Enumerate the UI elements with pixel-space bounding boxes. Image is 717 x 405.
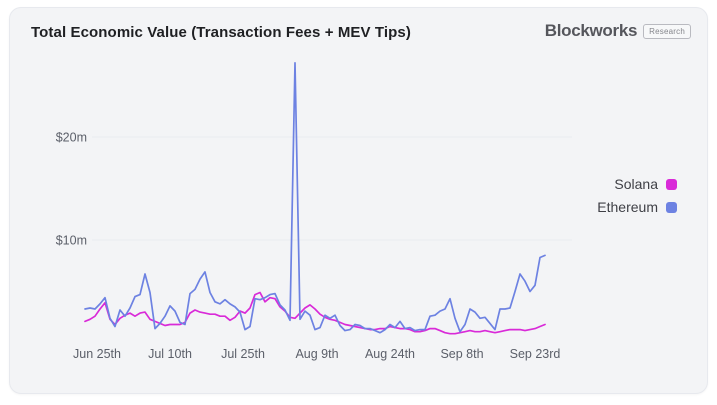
blockworks-logo: Blockworks Research bbox=[545, 21, 691, 41]
legend-item-ethereum[interactable]: Ethereum bbox=[597, 199, 677, 215]
x-axis-tick-label: Jun 25th bbox=[73, 347, 121, 361]
legend-label-ethereum: Ethereum bbox=[597, 199, 658, 215]
chart-card bbox=[9, 7, 708, 394]
x-axis-tick-label: Jul 10th bbox=[148, 347, 192, 361]
x-axis-tick-label: Aug 24th bbox=[365, 347, 415, 361]
research-badge: Research bbox=[643, 23, 691, 39]
y-axis-tick-label: $20m bbox=[56, 131, 87, 145]
chart-title: Total Economic Value (Transaction Fees +… bbox=[31, 24, 411, 41]
brand-name: Blockworks bbox=[544, 21, 638, 40]
x-axis-tick-label: Jul 25th bbox=[221, 347, 265, 361]
series-line-solana bbox=[84, 291, 546, 335]
legend-label-solana: Solana bbox=[614, 176, 658, 192]
y-axis-tick-label: $10m bbox=[56, 234, 87, 248]
x-axis-tick-label: Sep 23rd bbox=[510, 347, 561, 361]
x-axis-tick-label: Aug 9th bbox=[295, 347, 338, 361]
chart-legend: Solana Ethereum bbox=[597, 176, 677, 215]
series-line-ethereum bbox=[84, 61, 546, 334]
x-axis-tick-label: Sep 8th bbox=[440, 347, 483, 361]
legend-swatch-ethereum bbox=[666, 201, 677, 213]
legend-item-solana[interactable]: Solana bbox=[614, 176, 677, 192]
legend-swatch-solana bbox=[666, 178, 677, 190]
